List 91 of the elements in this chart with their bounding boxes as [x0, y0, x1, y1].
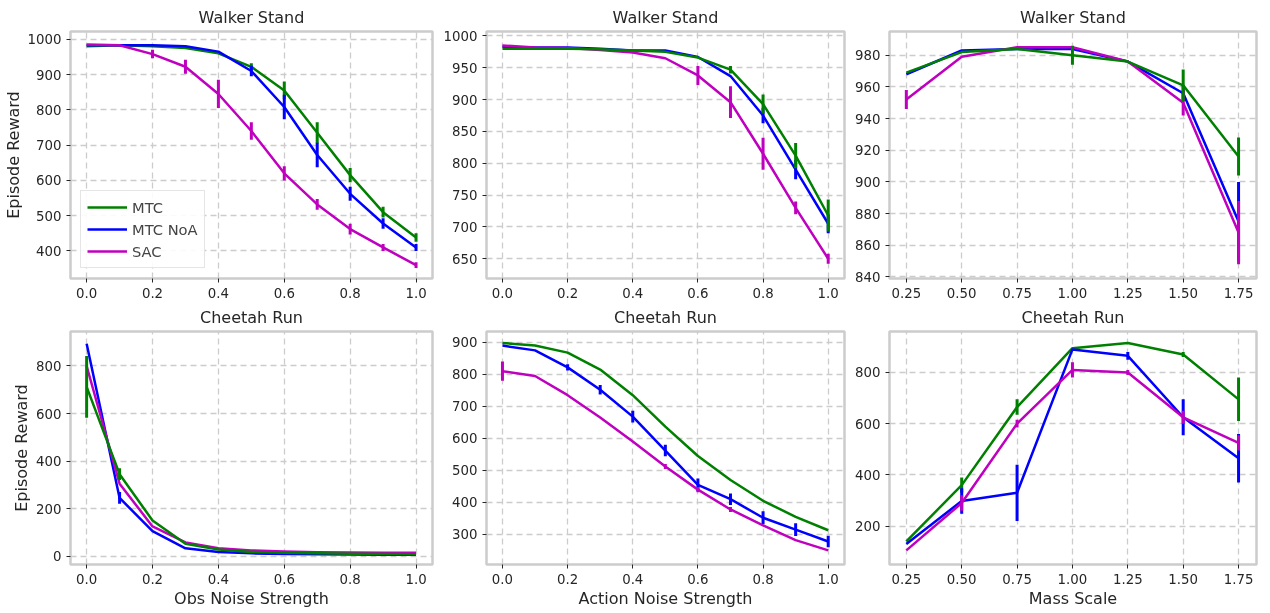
chart-title: Cheetah Run — [614, 307, 717, 327]
y-tick-label: 600 — [452, 431, 478, 447]
x-tick-label: 1.25 — [1112, 571, 1143, 587]
x-tick-label: 0.6 — [273, 571, 295, 587]
y-tick-label: 200 — [36, 501, 62, 517]
y-tick-label: 400 — [36, 454, 62, 470]
x-tick-label: 0.8 — [752, 571, 774, 587]
y-tick-label: 900 — [452, 92, 478, 108]
chart-title: Cheetah Run — [200, 307, 303, 327]
chart-title: Walker Stand — [1020, 7, 1126, 27]
x-tick-label: 0.8 — [339, 285, 361, 301]
y-tick-label: 900 — [36, 67, 62, 83]
x-tick-label: 0.2 — [141, 285, 164, 301]
x-tick-label: 0.2 — [141, 571, 164, 587]
y-tick-label: 700 — [452, 399, 478, 415]
y-tick-label: 900 — [452, 335, 478, 351]
x-tick-label: 1.50 — [1168, 285, 1199, 301]
x-tick-label: 0.4 — [207, 285, 229, 301]
y-tick-label: 880 — [855, 206, 881, 222]
x-tick-label: 0.75 — [1002, 571, 1032, 587]
y-tick-label: 300 — [452, 527, 478, 543]
y-tick-label: 500 — [36, 208, 62, 224]
x-axis-title: Action Noise Strength — [578, 588, 753, 608]
y-tick-label: 600 — [36, 406, 62, 422]
x-tick-label: 1.0 — [817, 285, 839, 301]
x-tick-label: 0.4 — [622, 285, 644, 301]
x-tick-label: 1.25 — [1112, 285, 1143, 301]
y-tick-label: 700 — [452, 219, 478, 235]
y-tick-label: 600 — [855, 416, 881, 432]
x-tick-label: 0.0 — [491, 571, 514, 587]
x-tick-label: 1.75 — [1223, 571, 1254, 587]
y-tick-label: 800 — [855, 365, 881, 381]
y-tick-label: 940 — [855, 111, 881, 127]
x-tick-label: 0.6 — [273, 285, 295, 301]
x-tick-label: 0.8 — [752, 285, 774, 301]
y-tick-label: 980 — [855, 48, 881, 64]
y-tick-label: 800 — [36, 102, 62, 118]
x-tick-label: 0.6 — [687, 571, 709, 587]
y-tick-label: 0 — [53, 549, 62, 565]
y-tick-label: 500 — [452, 463, 478, 479]
x-tick-label: 0.4 — [207, 571, 229, 587]
y-tick-label: 800 — [36, 358, 62, 374]
y-tick-label: 860 — [855, 238, 881, 254]
x-tick-label: 0.0 — [76, 571, 98, 587]
x-tick-label: 0.25 — [891, 571, 922, 587]
y-tick-label: 400 — [855, 467, 881, 483]
x-tick-label: 0.25 — [891, 285, 922, 301]
y-tick-label: 900 — [855, 174, 881, 190]
y-tick-label: 960 — [855, 79, 881, 95]
y-tick-label: 850 — [452, 124, 478, 140]
y-tick-label: 700 — [36, 138, 62, 154]
chart-title: Cheetah Run — [1021, 307, 1125, 327]
x-tick-label: 1.00 — [1057, 571, 1088, 587]
y-tick-label: 840 — [855, 269, 881, 285]
x-tick-label: 1.50 — [1168, 571, 1199, 587]
x-tick-label: 0.6 — [687, 285, 709, 301]
x-tick-label: 1.75 — [1223, 285, 1254, 301]
y-tick-label: 950 — [452, 60, 478, 76]
y-tick-label: 750 — [452, 188, 478, 204]
x-tick-label: 0.50 — [946, 285, 977, 301]
x-axis-title: Mass Scale — [1028, 588, 1118, 608]
x-tick-label: 1.0 — [405, 571, 427, 587]
y-axis-title: Episode Reward — [12, 384, 32, 512]
x-tick-label: 0.0 — [76, 285, 98, 301]
x-tick-label: 1.0 — [405, 285, 427, 301]
x-tick-label: 0.75 — [1002, 285, 1032, 301]
legend-label: SAC — [132, 242, 162, 260]
legend-label: MTC — [132, 198, 163, 216]
y-tick-label: 1000 — [27, 32, 62, 48]
x-tick-label: 0.2 — [557, 571, 579, 587]
y-tick-label: 400 — [452, 495, 478, 511]
x-tick-label: 0.50 — [946, 571, 977, 587]
y-tick-label: 200 — [855, 519, 881, 535]
y-tick-label: 800 — [452, 367, 478, 383]
x-axis-title: Obs Noise Strength — [174, 588, 329, 608]
y-axis-title: Episode Reward — [3, 91, 23, 219]
legend-label: MTC NoA — [132, 220, 198, 238]
y-tick-label: 1000 — [443, 28, 478, 44]
x-tick-label: 0.0 — [491, 285, 514, 301]
x-tick-label: 1.00 — [1057, 285, 1088, 301]
chart-title: Walker Stand — [198, 7, 305, 27]
x-tick-label: 0.4 — [622, 571, 644, 587]
chart-title: Walker Stand — [612, 7, 719, 27]
y-tick-label: 920 — [855, 143, 881, 159]
x-tick-label: 0.8 — [339, 571, 361, 587]
y-tick-label: 800 — [452, 156, 478, 172]
y-tick-label: 400 — [36, 243, 62, 259]
x-tick-label: 0.2 — [557, 285, 579, 301]
y-tick-label: 650 — [452, 251, 478, 267]
y-tick-label: 600 — [36, 173, 62, 189]
x-tick-label: 1.0 — [817, 571, 839, 587]
